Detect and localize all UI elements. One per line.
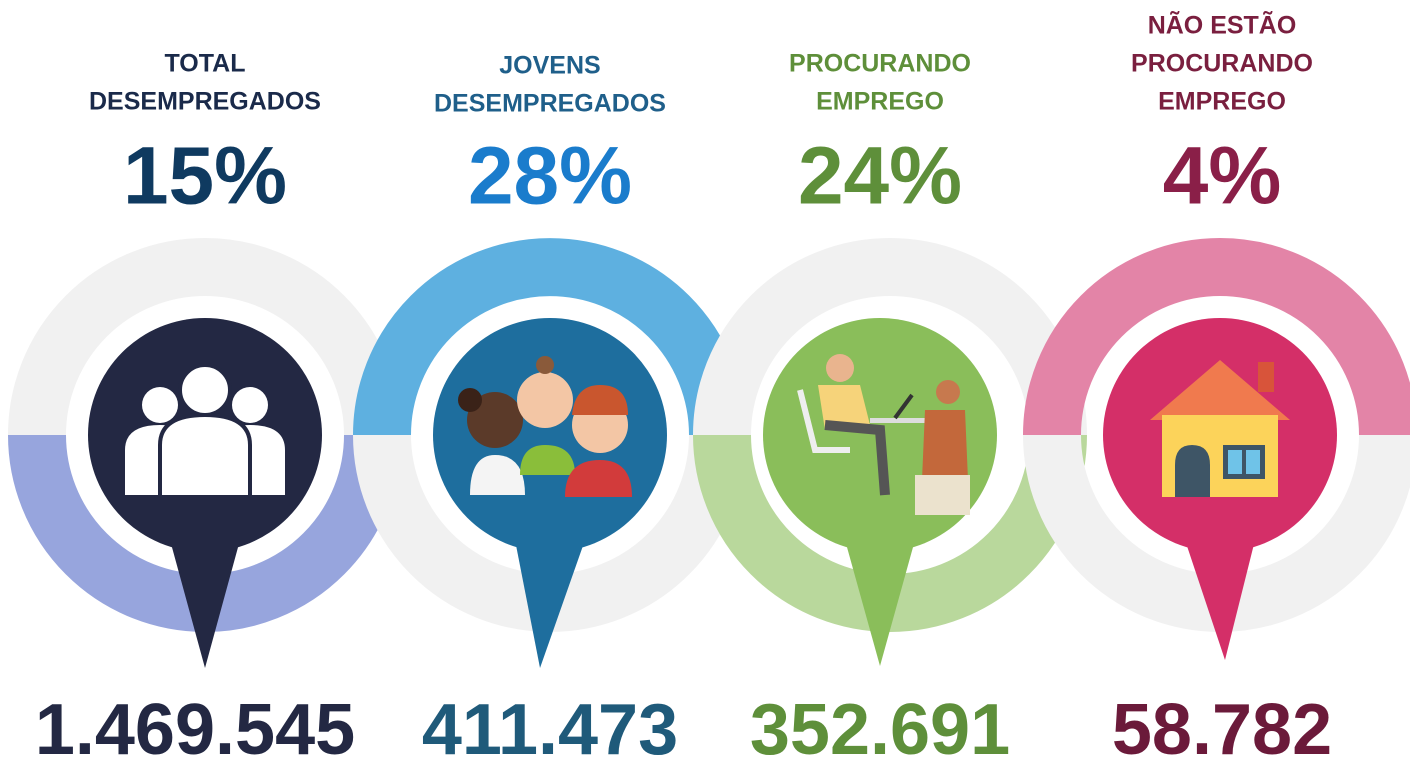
item-title: DESEMPREGADOS	[89, 88, 321, 116]
item-count: 58.782	[1112, 690, 1332, 767]
item-title: JOVENS	[499, 52, 600, 80]
house-icon	[1150, 360, 1290, 497]
pin-tip	[170, 540, 240, 668]
item-title: EMPREGO	[1158, 88, 1286, 116]
item-title: PROCURANDO	[789, 50, 971, 78]
item-percent: 4%	[1163, 131, 1282, 222]
item-title: EMPREGO	[816, 88, 944, 116]
item-percent: 28%	[468, 131, 632, 222]
item-title: PROCURANDO	[1131, 50, 1313, 78]
ring-top	[693, 238, 1087, 436]
work-icon	[797, 354, 970, 515]
item-percent: 24%	[798, 131, 962, 222]
item-count: 411.473	[422, 690, 678, 767]
item-count: 1.469.545	[35, 690, 355, 767]
ring-top	[353, 238, 747, 436]
pin-tip	[845, 540, 915, 666]
item-title: TOTAL	[164, 50, 245, 78]
pin-tip	[515, 540, 585, 668]
item-title: NÃO ESTÃO	[1148, 10, 1297, 40]
youth-icon	[458, 356, 632, 497]
pin-tip	[1185, 540, 1255, 660]
pin-circle	[433, 318, 667, 552]
item-count: 352.691	[750, 690, 1010, 767]
people-icon	[125, 363, 285, 499]
ring-top	[1023, 238, 1410, 436]
ring-top	[8, 238, 402, 436]
item-title: DESEMPREGADOS	[434, 90, 666, 118]
item-percent: 15%	[123, 131, 287, 222]
